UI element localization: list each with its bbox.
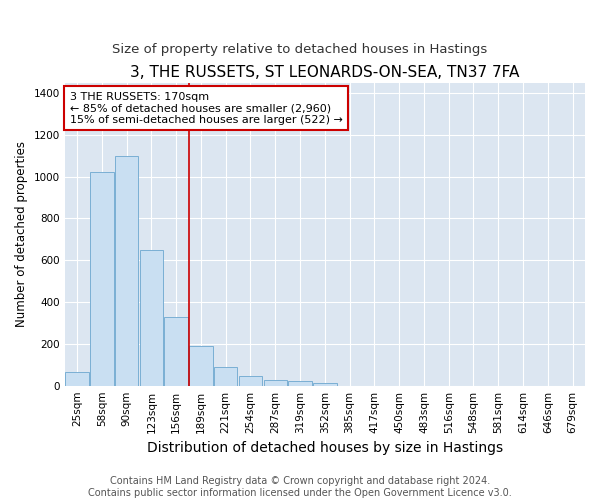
Bar bbox=[189, 346, 213, 386]
Text: Size of property relative to detached houses in Hastings: Size of property relative to detached ho… bbox=[112, 42, 488, 56]
Bar bbox=[214, 367, 238, 386]
Bar bbox=[115, 156, 139, 386]
X-axis label: Distribution of detached houses by size in Hastings: Distribution of detached houses by size … bbox=[147, 441, 503, 455]
Bar bbox=[140, 250, 163, 386]
Text: 3 THE RUSSETS: 170sqm
← 85% of detached houses are smaller (2,960)
15% of semi-d: 3 THE RUSSETS: 170sqm ← 85% of detached … bbox=[70, 92, 343, 125]
Bar bbox=[313, 382, 337, 386]
Bar bbox=[65, 372, 89, 386]
Bar bbox=[90, 172, 113, 386]
Bar bbox=[164, 316, 188, 386]
Text: Contains HM Land Registry data © Crown copyright and database right 2024.
Contai: Contains HM Land Registry data © Crown c… bbox=[88, 476, 512, 498]
Title: 3, THE RUSSETS, ST LEONARDS-ON-SEA, TN37 7FA: 3, THE RUSSETS, ST LEONARDS-ON-SEA, TN37… bbox=[130, 65, 520, 80]
Bar bbox=[288, 382, 312, 386]
Bar bbox=[263, 380, 287, 386]
Bar bbox=[239, 376, 262, 386]
Y-axis label: Number of detached properties: Number of detached properties bbox=[15, 141, 28, 327]
